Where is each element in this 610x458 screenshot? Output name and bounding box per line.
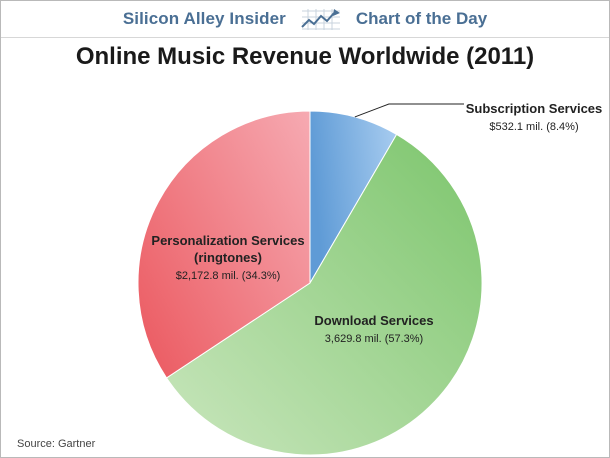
chart-title: Online Music Revenue Worldwide (2011) bbox=[75, 43, 535, 70]
leader-line bbox=[354, 103, 464, 118]
header-bar: Silicon Alley Insider Chart of the Day bbox=[1, 1, 609, 37]
leader-lines bbox=[354, 103, 464, 118]
slice-label-value: $2,172.8 mil. (34.3%) bbox=[176, 270, 281, 282]
source-note: Source: Gartner bbox=[17, 438, 96, 450]
brand-name: Silicon Alley Insider bbox=[122, 9, 286, 28]
pie-slice-subscription-services bbox=[309, 110, 398, 285]
slice-label-name: (ringtones) bbox=[194, 250, 262, 265]
pie-slices bbox=[137, 110, 483, 456]
slice-label-name: Subscription Services bbox=[466, 101, 603, 116]
pie-slice-personalization-services-ringtones bbox=[137, 110, 311, 379]
slice-label-name: Personalization Services bbox=[151, 233, 304, 248]
trend-chart-icon bbox=[301, 9, 340, 30]
slice-labels: Subscription Services $532.1 mil. (8.4%) D… bbox=[151, 101, 602, 345]
slice-label-value: $532.1 mil. (8.4%) bbox=[489, 121, 578, 133]
chart-of-the-day-label: Chart of the Day bbox=[355, 9, 488, 28]
header-divider bbox=[1, 37, 609, 38]
slice-label-value: 3,629.8 mil. (57.3%) bbox=[325, 333, 423, 345]
pie-slice-download-services bbox=[165, 133, 483, 456]
slice-label-name: Download Services bbox=[314, 313, 433, 328]
